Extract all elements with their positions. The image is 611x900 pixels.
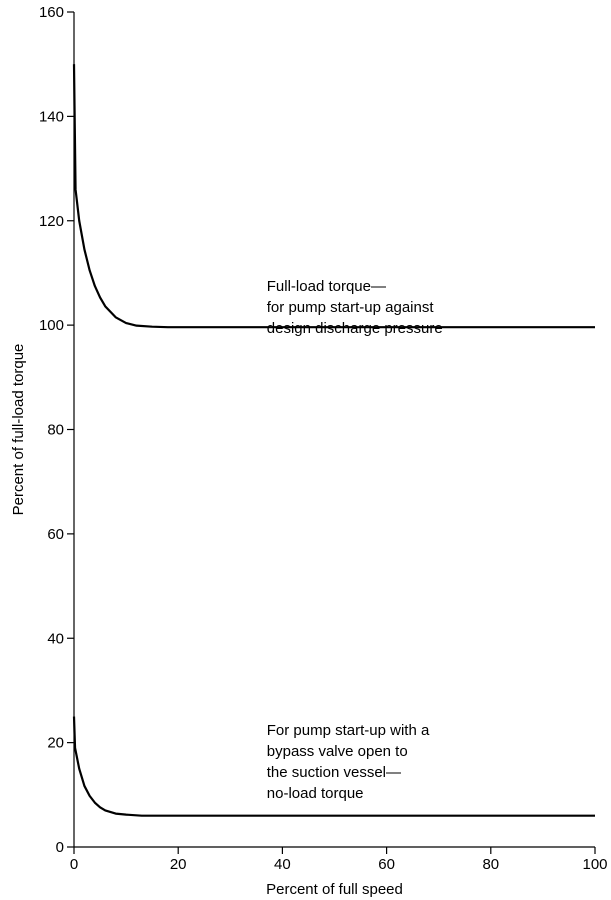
y-tick-label: 100 [39, 317, 64, 334]
x-tick-label: 20 [170, 856, 187, 873]
x-tick-label: 40 [274, 856, 291, 873]
x-axis-title: Percent of full speed [266, 881, 403, 898]
y-tick-label: 20 [47, 735, 64, 752]
full-load-torque-curve [72, 64, 595, 329]
annotation-line: for pump start-up against [267, 299, 435, 316]
x-tick-label: 60 [378, 856, 395, 873]
y-tick-label: 40 [47, 630, 64, 647]
no-load-torque-curve [72, 716, 595, 817]
x-tick-label: 100 [582, 856, 607, 873]
no-load-annotation: For pump start-up with a bypass valve ope… [267, 722, 430, 802]
y-axis-ticks: 0 20 40 60 80 100 120 140 160 [39, 4, 74, 856]
x-axis-ticks: 0 20 40 60 80 100 [70, 847, 608, 873]
annotation-line: For pump start-up with a [267, 722, 430, 739]
annotation-line: the suction vessel— [267, 764, 401, 781]
y-axis-title: Percent of full-load torque [10, 344, 27, 516]
annotation-line: bypass valve open to [267, 743, 408, 760]
y-tick-label: 0 [56, 839, 64, 856]
x-tick-label: 80 [482, 856, 499, 873]
series-layer [72, 64, 595, 817]
annotation-line: Full-load torque— [267, 278, 386, 295]
annotation-line: no-load torque [267, 785, 364, 802]
y-tick-label: 120 [39, 213, 64, 230]
full-load-annotation: Full-load torque— for pump start-up again… [267, 278, 443, 337]
annotation-layer: Full-load torque— for pump start-up again… [267, 278, 443, 802]
y-tick-label: 60 [47, 526, 64, 543]
x-tick-label: 0 [70, 856, 78, 873]
y-tick-label: 140 [39, 108, 64, 125]
annotation-line: design discharge pressure [267, 320, 443, 337]
y-tick-label: 160 [39, 4, 64, 21]
y-tick-label: 80 [47, 422, 64, 439]
